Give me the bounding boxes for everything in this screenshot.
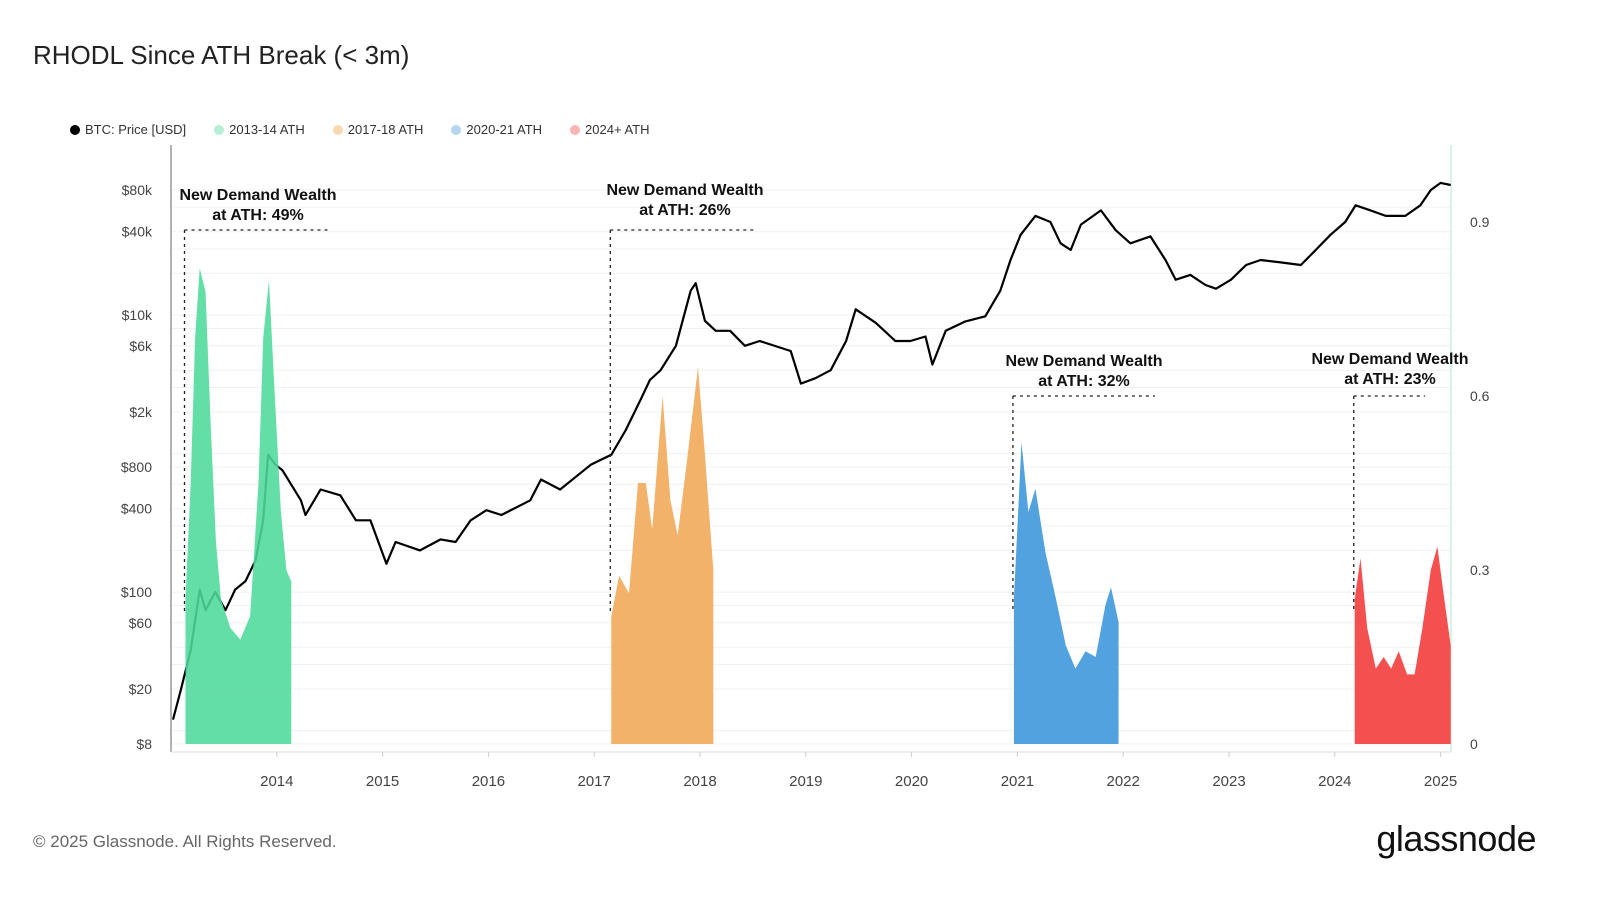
- y-left-tick-label: $8: [136, 736, 152, 752]
- annotation-text: at ATH: 49%: [212, 207, 304, 224]
- annotation-text: New Demand Wealth: [1005, 353, 1162, 370]
- rhodl-area-2020-21-ath: [1013, 442, 1119, 744]
- annotation-text: New Demand Wealth: [179, 187, 336, 204]
- y-left-tick-label: $100: [121, 584, 152, 600]
- btc-price-line: [171, 181, 1451, 720]
- x-tick-label: 2023: [1212, 773, 1245, 790]
- x-tick-label: 2019: [789, 773, 822, 790]
- legend-dot: [70, 124, 80, 135]
- x-tick-label: 2020: [895, 773, 928, 790]
- y-left-tick-label: $60: [129, 615, 153, 631]
- rhodl-area-2024-ath: [1354, 546, 1451, 744]
- rhodl-area-2017-18-ath: [611, 367, 714, 744]
- x-tick-label: 2024: [1318, 773, 1351, 790]
- x-tick-label: 2016: [472, 773, 505, 790]
- legend-item-2013-14[interactable]: 2013-14 ATH: [214, 122, 305, 137]
- legend-dot: [451, 124, 462, 135]
- legend-label: 2017-18 ATH: [347, 122, 424, 137]
- legend-item-2017-18[interactable]: 2017-18 ATH: [332, 122, 424, 137]
- y-left-tick-label: $800: [121, 459, 152, 475]
- annotation-text: at ATH: 26%: [639, 202, 731, 219]
- rhodl-area-2013-14-ath: [185, 268, 292, 744]
- x-tick-label: 2014: [260, 773, 293, 790]
- y-left-tick-label: $2k: [129, 404, 153, 420]
- y-left-tick-label: $10k: [122, 307, 153, 323]
- legend-item-2024[interactable]: 2024+ ATH: [570, 122, 650, 137]
- legend-label: 2020-21 ATH: [466, 122, 543, 137]
- annotation-text: New Demand Wealth: [606, 182, 763, 199]
- x-tick-label: 2025: [1424, 773, 1457, 790]
- x-tick-label: 2017: [578, 773, 611, 790]
- y-left-tick-label: $20: [129, 681, 153, 697]
- x-tick-label: 2022: [1107, 773, 1140, 790]
- y-left-tick-label: $400: [121, 501, 152, 517]
- legend-item-2020-21[interactable]: 2020-21 ATH: [451, 122, 542, 137]
- annotation-text: at ATH: 32%: [1038, 373, 1130, 390]
- chart-title: RHODL Since ATH Break (< 3m): [33, 40, 410, 70]
- legend-label: BTC: Price [USD]: [85, 122, 187, 137]
- y-right-tick-label: 0.9: [1470, 214, 1490, 230]
- x-tick-label: 2015: [366, 773, 399, 790]
- y-right-tick-label: 0: [1470, 736, 1478, 752]
- y-right-tick-label: 0.3: [1470, 562, 1490, 578]
- legend-dot: [570, 124, 581, 135]
- x-tick-label: 2021: [1001, 773, 1034, 790]
- legend-label: 2013-14 ATH: [229, 122, 305, 137]
- annotation-text: New Demand Wealth: [1311, 351, 1468, 368]
- legend-dot: [214, 124, 225, 135]
- legend-item-price[interactable]: BTC: Price [USD]: [70, 122, 186, 137]
- glassnode-logo: glassnode: [1376, 818, 1536, 859]
- y-left-tick-label: $80k: [122, 182, 153, 198]
- y-right-tick-label: 0.6: [1470, 388, 1490, 404]
- annotation-text: at ATH: 23%: [1344, 371, 1436, 388]
- legend-dot: [332, 124, 343, 135]
- x-tick-label: 2018: [683, 773, 716, 790]
- y-left-tick-label: $6k: [129, 338, 153, 354]
- y-left-tick-label: $40k: [122, 224, 153, 240]
- copyright: © 2025 Glassnode. All Rights Reserved.: [33, 832, 337, 851]
- legend-label: 2024+ ATH: [585, 122, 650, 137]
- legend: BTC: Price [USD] 2013-14 ATH 2017-18 ATH…: [70, 122, 678, 137]
